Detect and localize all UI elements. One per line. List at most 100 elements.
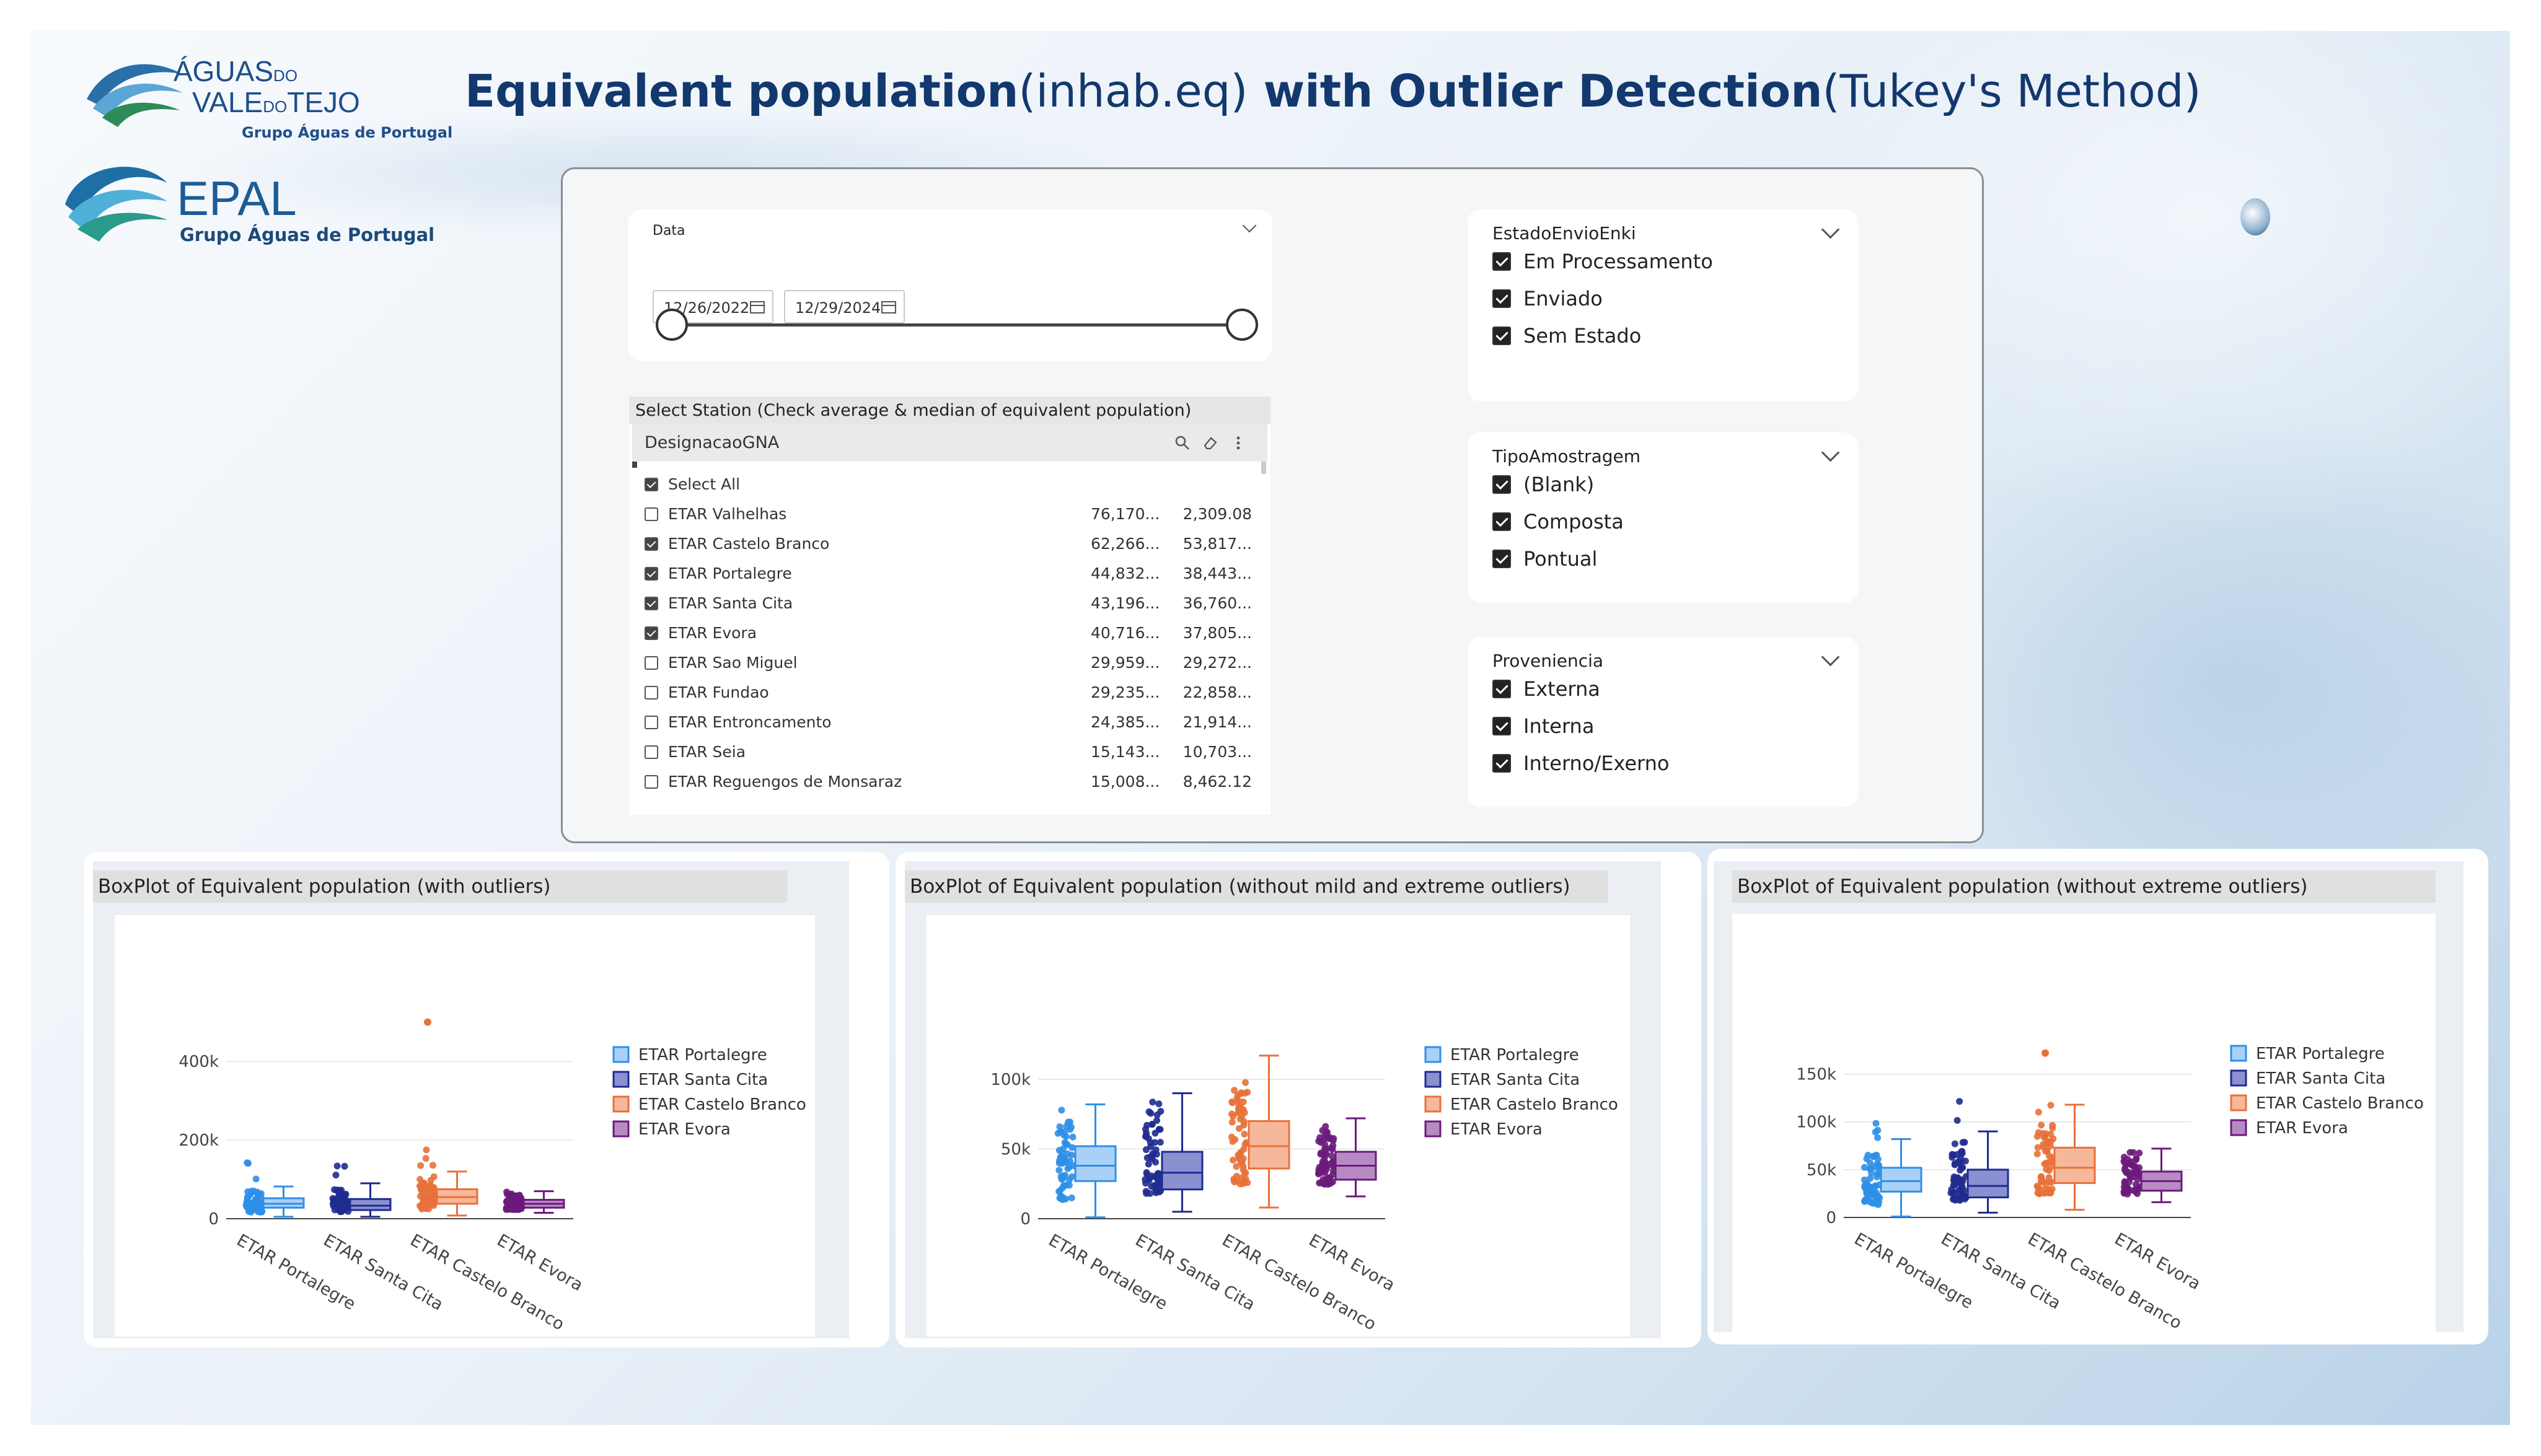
data-point [1157,1108,1165,1115]
end-date-input[interactable]: 12/29/2024 [784,290,905,323]
data-point [1870,1153,1877,1160]
data-point [245,1160,252,1167]
data-point [2050,1135,2057,1142]
estado-slicer-title: EstadoEnvioEnki [1492,223,1636,243]
data-point [2124,1160,2131,1167]
legend-swatch [2230,1119,2247,1136]
y-tick-label: 400k [178,1053,219,1071]
station-row[interactable]: ETAR Entroncamento 24,385... 21,914... [645,709,1258,736]
legend-swatch [612,1095,630,1113]
date-range-start-handle[interactable] [656,309,688,341]
scrollbar-track[interactable] [1261,462,1266,474]
data-point [2126,1149,2134,1156]
station-average: 15,143... [1091,743,1160,761]
data-point [1143,1169,1150,1176]
data-point [1068,1151,1075,1159]
chart-plot-area[interactable]: 0 50k 100k ETAR Portalegre ETAR Portalegre ET… [927,915,1630,1336]
station-column-header: DesignacaoGNA [632,424,1267,462]
checkbox[interactable] [1492,512,1511,531]
checkbox[interactable] [645,507,658,521]
checkbox[interactable] [1492,680,1511,698]
checkbox[interactable] [1492,717,1511,735]
station-average: 15,008... [1091,773,1160,791]
legend-label: ETAR Castelo Branco [1450,1095,1618,1114]
data-point [2049,1125,2056,1132]
date-range-end-handle[interactable] [1226,309,1258,341]
checkbox[interactable] [645,537,658,551]
chevron-down-icon[interactable] [1242,218,1257,233]
aguas-wave-icon [87,64,183,127]
data-point [253,1188,261,1196]
chevron-down-icon[interactable] [1821,443,1840,462]
calendar-icon[interactable] [881,301,896,314]
data-point [511,1206,518,1213]
y-tick-label: 100k [990,1071,1031,1089]
checkbox[interactable] [645,686,658,699]
checkbox[interactable] [645,775,658,789]
checkbox[interactable] [1492,475,1511,494]
calendar-icon[interactable] [750,301,765,314]
checkbox[interactable] [645,745,658,759]
box [2053,1146,2096,1184]
title-normal-1: (inhab.eq) [1018,65,1248,117]
data-point [1959,1139,1966,1146]
checkbox[interactable] [1492,327,1511,345]
checkbox[interactable] [1492,550,1511,568]
legend-label: ETAR Santa Cita [638,1071,768,1089]
data-point [1872,1120,1880,1127]
checkbox[interactable] [1492,252,1511,271]
select-all-option[interactable]: Select All [645,471,1258,498]
data-point [1317,1179,1324,1186]
more-options-icon[interactable] [1230,435,1246,451]
data-point [1319,1158,1326,1165]
data-point [1315,1138,1323,1145]
select-all-label: Select All [668,475,741,493]
chevron-down-icon[interactable] [1821,220,1840,239]
data-point [1241,1141,1249,1148]
checkbox[interactable] [1492,289,1511,308]
data-point [1145,1160,1152,1168]
station-row[interactable]: ETAR Evora 40,716... 37,805... [645,620,1258,647]
data-point [422,1155,429,1162]
checkbox[interactable] [645,478,658,491]
box [1966,1169,2009,1199]
station-row[interactable]: ETAR Reguengos de Monsaraz 15,008... 8,462… [645,768,1258,796]
outlier-point [2041,1049,2049,1057]
estado-slicer: EstadoEnvioEnki Em Processamento Enviado… [1468,209,1858,401]
checkbox[interactable] [645,567,658,581]
date-range-track[interactable] [674,323,1238,327]
data-point [1949,1151,1957,1159]
checkbox[interactable] [645,716,658,729]
data-point [1148,1121,1156,1128]
data-point [1324,1134,1331,1142]
checkbox[interactable] [645,626,658,640]
station-row[interactable]: ETAR Seia 15,143... 10,703... [645,739,1258,766]
data-point [1059,1175,1067,1182]
search-icon[interactable] [1174,435,1191,451]
station-row[interactable]: ETAR Castelo Branco 62,266... 53,817... [645,530,1258,558]
epal-logo: EPAL Grupo Águas de Portugal [53,149,462,254]
checkbox[interactable] [645,597,658,610]
checkbox[interactable] [645,656,658,670]
legend-label: ETAR Portalegre [1450,1046,1579,1064]
aguas-subtitle: Grupo Águas de Portugal [242,124,453,141]
checkbox[interactable] [1492,754,1511,773]
station-row[interactable]: ETAR Sao Miguel 29,959... 29,272... [645,649,1258,677]
chevron-down-icon[interactable] [1821,647,1840,667]
data-point [2134,1175,2141,1183]
chart-plot-area[interactable]: 0 50k 100k 150k ETAR Portalegre ETAR Portaleg… [1732,914,2436,1338]
data-point [1950,1195,1958,1202]
station-row[interactable]: ETAR Santa Cita 43,196... 36,760... [645,590,1258,617]
legend-label: ETAR Portalegre [2256,1045,2385,1063]
station-row[interactable]: ETAR Portalegre 44,832... 38,443... [645,560,1258,587]
data-point [1065,1118,1072,1126]
chart-plot-area[interactable]: 0 200k 400k ETAR Portalegre ETAR Portalegre E… [115,915,815,1336]
eraser-icon[interactable] [1202,435,1218,451]
data-point [1153,1116,1161,1124]
scrollbar[interactable] [632,462,637,468]
data-point [1960,1186,1968,1194]
data-point [2121,1189,2129,1196]
station-row[interactable]: ETAR Valhelhas 76,170... 2,309.08 [645,501,1258,528]
station-row[interactable]: ETAR Fundao 29,235... 22,858... [645,679,1258,706]
title-normal-2: (Tukey's Method) [1822,65,2201,117]
